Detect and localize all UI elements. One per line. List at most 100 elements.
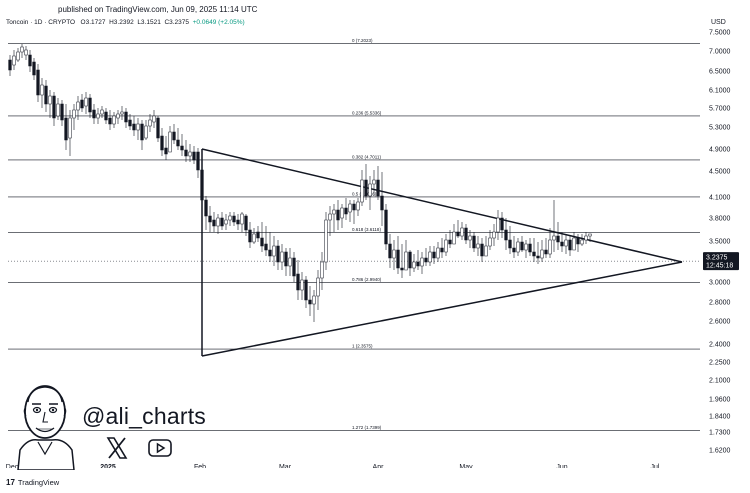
candle-body[interactable] [324, 219, 328, 263]
candle-body[interactable] [288, 257, 292, 267]
candle-body[interactable] [128, 119, 132, 127]
candle-body[interactable] [424, 257, 428, 263]
candle-body[interactable] [76, 101, 80, 111]
candle-body[interactable] [388, 243, 392, 259]
candle-body[interactable] [88, 97, 92, 113]
candle-body[interactable] [64, 117, 68, 141]
triangle-lower-trendline[interactable] [201, 261, 683, 357]
candle-body[interactable] [456, 231, 460, 237]
candle-body[interactable] [32, 61, 36, 76]
candle-body[interactable] [448, 239, 452, 245]
candle-body[interactable] [400, 267, 404, 271]
current-price-marker[interactable] [703, 252, 739, 271]
candle-body[interactable] [108, 117, 112, 125]
candle-body[interactable] [256, 231, 260, 239]
candle-body[interactable] [504, 229, 508, 241]
price-axis-tick[interactable]: 7.0000 [709, 49, 731, 56]
candle-body[interactable] [404, 251, 408, 271]
price-axis-tick[interactable]: 1.8400 [709, 414, 731, 421]
price-axis-tick[interactable]: 3.8000 [709, 216, 731, 223]
price-axis-tick[interactable]: 7.5000 [709, 30, 731, 37]
price-axis-tick[interactable]: 3.5000 [709, 239, 731, 246]
time-axis-label[interactable]: Jun [556, 464, 567, 468]
candle-body[interactable] [568, 239, 572, 251]
candle-body[interactable] [536, 255, 540, 259]
time-axis-label[interactable]: Jul [651, 464, 660, 468]
candle-body[interactable] [380, 195, 384, 211]
candle-body[interactable] [512, 247, 516, 253]
candle-body[interactable] [580, 239, 584, 245]
candle-body[interactable] [532, 251, 536, 257]
candle-body[interactable] [416, 261, 420, 267]
candle-body[interactable] [112, 115, 116, 125]
candle-body[interactable] [168, 131, 172, 153]
candle-body[interactable] [68, 117, 72, 139]
candle-body[interactable] [564, 239, 568, 247]
candle-body[interactable] [440, 247, 444, 253]
candle-body[interactable] [344, 207, 348, 215]
candle-body[interactable] [56, 103, 60, 117]
candle-body[interactable] [492, 231, 496, 239]
triangle-upper-trendline[interactable] [201, 148, 683, 263]
candle-body[interactable] [352, 203, 356, 211]
candle-body[interactable] [52, 95, 56, 119]
price-axis-tick[interactable]: 2.8000 [709, 300, 731, 307]
candle-body[interactable] [516, 241, 520, 253]
candle-body[interactable] [164, 147, 168, 155]
candle-body[interactable] [548, 239, 552, 255]
candle-body[interactable] [300, 279, 304, 291]
time-axis-label[interactable]: Mar [279, 464, 292, 468]
candle-body[interactable] [48, 95, 52, 105]
candle-body[interactable] [180, 145, 184, 151]
symbol-name[interactable]: Toncoin · 1D · CRYPTO [6, 19, 76, 26]
currency-label[interactable]: USD [711, 19, 726, 26]
candle-body[interactable] [236, 219, 240, 225]
candle-body[interactable] [336, 209, 340, 221]
time-axis-label[interactable]: Feb [194, 464, 206, 468]
candle-body[interactable] [396, 249, 400, 269]
candle-body[interactable] [488, 237, 492, 247]
candle-body[interactable] [40, 84, 44, 96]
candle-body[interactable] [192, 151, 196, 161]
candle-body[interactable] [24, 49, 28, 56]
chart-canvas[interactable]: 7.5000 7.0000 6.5000 6.1000 5.7000 5.3000 4.90… [0, 28, 750, 468]
candle-body[interactable] [44, 85, 48, 105]
candle-body[interactable] [200, 169, 204, 201]
candle-body[interactable] [296, 273, 300, 291]
candle-body[interactable] [160, 135, 164, 151]
candle-body[interactable] [232, 215, 236, 223]
candle-body[interactable] [304, 279, 308, 301]
candle-body[interactable] [432, 251, 436, 259]
candle-body[interactable] [408, 251, 412, 269]
candle-body[interactable] [12, 55, 16, 66]
candle-body[interactable] [260, 237, 264, 247]
time-axis-label[interactable]: Dec [6, 464, 19, 468]
candle-body[interactable] [356, 201, 360, 211]
price-axis-tick[interactable]: 5.7000 [709, 106, 731, 113]
candle-body[interactable] [100, 109, 104, 115]
candle-body[interactable] [520, 241, 524, 251]
tradingview-footer[interactable]: 17 TradingView [6, 478, 59, 487]
candle-body[interactable] [176, 139, 180, 147]
candle-body[interactable] [104, 111, 108, 121]
candle-body[interactable] [552, 235, 556, 241]
price-axis-tick[interactable]: 2.1000 [709, 378, 731, 385]
candle-body[interactable] [420, 257, 424, 267]
price-axis-tick[interactable]: 3.0000 [709, 280, 731, 287]
candle-body[interactable] [240, 213, 244, 225]
candle-body[interactable] [348, 203, 352, 213]
candle-body[interactable] [528, 243, 532, 253]
candle-body[interactable] [436, 247, 440, 259]
price-axis-tick[interactable]: 1.9600 [709, 397, 731, 404]
candle-body[interactable] [72, 109, 76, 119]
candle-body[interactable] [136, 123, 140, 131]
candle-body[interactable] [496, 217, 500, 233]
candle-body[interactable] [156, 117, 160, 139]
time-axis-label[interactable]: 2025 [100, 464, 116, 468]
candle-body[interactable] [276, 245, 280, 263]
candle-body[interactable] [84, 97, 88, 107]
candle-body[interactable] [412, 261, 416, 269]
candle-body[interactable] [360, 179, 364, 203]
candle-body[interactable] [252, 233, 256, 243]
candle-body[interactable] [376, 179, 380, 197]
